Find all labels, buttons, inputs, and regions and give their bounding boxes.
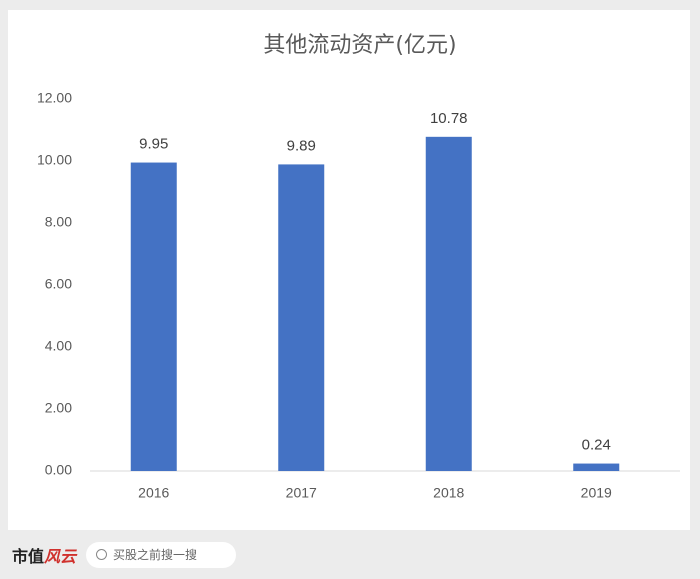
y-tick-label: 8.00: [45, 214, 72, 230]
bar: [425, 136, 472, 471]
search-icon: [96, 549, 108, 560]
chart-title: 其他流动资产(亿元): [263, 33, 456, 58]
bar: [573, 463, 620, 471]
y-tick-label: 2.00: [45, 400, 72, 416]
bar: [130, 162, 177, 472]
brand-text: 市值: [12, 546, 45, 566]
brand: 市值风云: [12, 543, 76, 567]
value-label: 0.24: [582, 437, 611, 454]
chart: 其他流动资产(亿元) 0.00 2.00 4.00 6.00 8.00 10.00 12.0…: [8, 10, 690, 530]
x-tick-label: 2018: [433, 485, 464, 501]
value-label: 9.89: [287, 137, 316, 154]
x-tick-label: 2016: [138, 485, 169, 501]
value-label: 10.78: [430, 110, 468, 127]
y-tick-label: 12.00: [37, 90, 72, 106]
y-tick-label: 0.00: [45, 462, 72, 478]
y-tick-label: 10.00: [37, 152, 72, 168]
y-tick-label: 6.00: [45, 276, 72, 292]
x-tick-label: 2019: [581, 485, 612, 501]
search-box[interactable]: 买股之前搜一搜: [86, 541, 237, 568]
footer: 市值风云 买股之前搜一搜: [0, 530, 700, 579]
chart-background: [8, 10, 690, 530]
y-tick-label: 4.00: [45, 338, 72, 354]
search-placeholder: 买股之前搜一搜: [113, 548, 198, 562]
x-tick-label: 2017: [286, 485, 317, 501]
bar: [278, 164, 325, 471]
brand-text: 风云: [44, 546, 77, 566]
value-label: 9.95: [139, 136, 168, 153]
